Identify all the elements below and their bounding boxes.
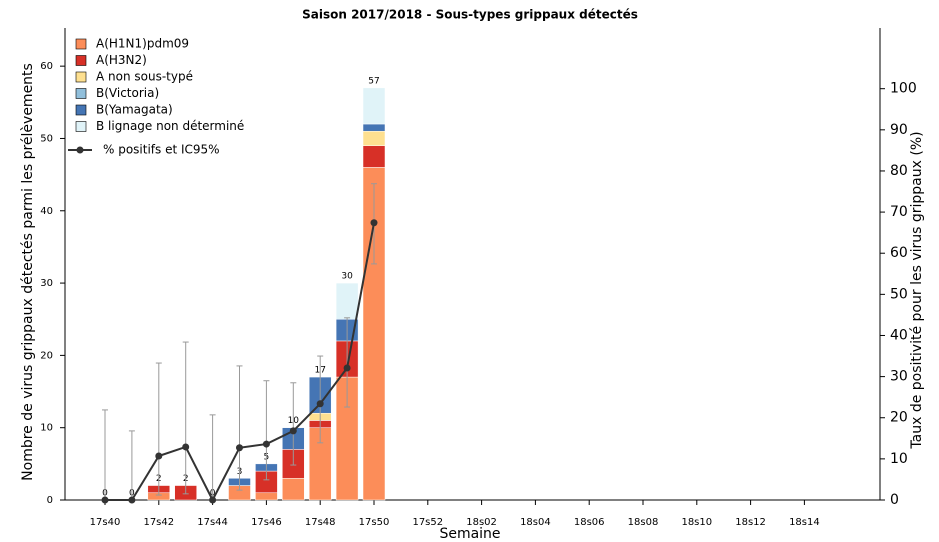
y2-tick-label: 50 <box>890 286 908 302</box>
point <box>289 427 297 435</box>
legend-label: A(H1N1)pdm09 <box>96 37 189 51</box>
legend-marker <box>76 146 84 154</box>
point <box>182 443 190 451</box>
legend-swatch <box>75 71 87 83</box>
y2-tick-label: 90 <box>890 122 908 138</box>
y-axis-label: Nombre de virus grippaux détectés parmi … <box>20 63 36 481</box>
bar-segment <box>362 123 386 132</box>
x-tick-label: 17s50 <box>359 517 390 528</box>
y2-tick-label: 70 <box>890 204 908 220</box>
x-tick-label: 18s14 <box>789 517 820 528</box>
y2-tick-label: 0 <box>890 492 899 508</box>
x-tick-label: 18s02 <box>466 517 497 528</box>
y2-tick-label: 10 <box>890 451 908 467</box>
legend-label: B(Yamagata) <box>96 103 173 117</box>
value-label: 57 <box>368 76 379 86</box>
point <box>316 400 324 408</box>
x-tick-label: 17s52 <box>412 517 443 528</box>
y-tick-label: 50 <box>40 133 53 144</box>
y2-tick-label: 60 <box>890 245 908 261</box>
point <box>262 440 270 448</box>
x-tick-label: 17s42 <box>143 517 174 528</box>
legend-label: A(H3N2) <box>96 53 147 67</box>
point <box>236 444 243 452</box>
legend-swatch <box>75 38 87 50</box>
y-tick-label: 10 <box>40 423 53 434</box>
x-tick-label: 17s46 <box>251 517 282 528</box>
y2-tick-label: 40 <box>890 327 908 343</box>
point <box>128 496 136 504</box>
legend-label: B lignage non déterminé <box>96 119 244 133</box>
y2-tick-label: 100 <box>890 81 917 97</box>
x-tick-label: 18s12 <box>735 517 766 528</box>
value-label: 30 <box>341 272 353 282</box>
bar-segment <box>335 282 359 320</box>
y-tick-label: 40 <box>40 206 53 217</box>
bar-segment <box>362 130 386 146</box>
x-tick-label: 17s48 <box>305 517 336 528</box>
x-tick-label: 17s40 <box>90 517 121 528</box>
point <box>343 364 351 372</box>
point <box>101 496 109 504</box>
legend-swatch <box>75 55 87 66</box>
bar-segment <box>362 87 386 125</box>
x-tick-label: 18s08 <box>628 517 659 528</box>
y2-axis-label: Taux de positivité pour les virus grippa… <box>909 131 925 449</box>
legend-swatch <box>75 88 87 99</box>
legend-label: % positifs et IC95% <box>103 143 220 157</box>
y2-tick-label: 20 <box>890 410 908 426</box>
legend-label: A non sous-typé <box>96 70 193 84</box>
x-tick-label: 18s10 <box>681 517 712 528</box>
point <box>209 496 217 504</box>
bar-segment <box>282 478 305 501</box>
bar-segment <box>362 145 386 168</box>
y-tick-label: 20 <box>40 350 53 361</box>
y2-tick-label: 80 <box>890 163 908 179</box>
chart-title: Saison 2017/2018 - Sous-types grippaux d… <box>302 8 638 22</box>
bar-segment <box>255 492 278 501</box>
x-tick-label: 17s44 <box>197 517 228 528</box>
x-tick-label: 18s06 <box>574 517 605 528</box>
legend-label: B(Victoria) <box>96 86 159 100</box>
y-tick-label: 60 <box>40 61 53 72</box>
y-tick-label: 0 <box>47 495 53 506</box>
point <box>370 219 378 227</box>
legend-swatch <box>75 104 87 116</box>
x-axis-label: Semaine <box>439 526 500 542</box>
y2-tick-label: 30 <box>890 369 908 385</box>
y-tick-label: 30 <box>40 278 53 289</box>
x-tick-label: 18s04 <box>520 517 551 528</box>
legend-swatch <box>75 121 87 132</box>
point <box>155 452 163 460</box>
